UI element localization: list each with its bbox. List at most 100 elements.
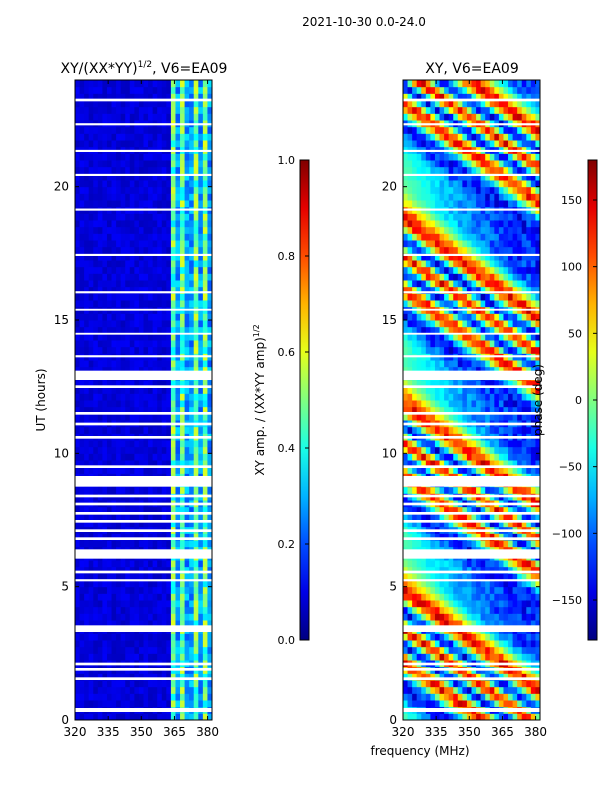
heatmap-cell <box>125 347 130 354</box>
heatmap-cell <box>440 540 445 547</box>
heatmap-cell <box>462 87 467 94</box>
heatmap-cell <box>485 220 490 227</box>
heatmap-cell <box>485 593 490 600</box>
heatmap-cell <box>162 560 167 567</box>
heatmap-cell <box>417 167 422 174</box>
heatmap-cell <box>180 293 185 300</box>
heatmap-cell <box>125 180 130 187</box>
heatmap-cell <box>421 400 426 407</box>
heatmap-cell <box>112 393 117 400</box>
heatmap-cell <box>112 273 117 280</box>
heatmap-cell <box>417 127 422 134</box>
heatmap-cell <box>180 713 185 720</box>
heatmap-cell <box>472 607 477 614</box>
y-tick-label: 0 <box>61 713 69 727</box>
heatmap-cell <box>449 400 454 407</box>
heatmap-cell <box>458 140 463 147</box>
heatmap-cell <box>116 113 121 120</box>
heatmap-cell <box>449 347 454 354</box>
heatmap-cell <box>194 113 199 120</box>
heatmap-cell <box>157 87 162 94</box>
heatmap-cell <box>80 113 85 120</box>
heatmap-cell <box>472 127 477 134</box>
heatmap-cell <box>157 560 162 567</box>
heatmap-cell <box>162 313 167 320</box>
heatmap-cell <box>476 213 481 220</box>
heatmap-cell <box>417 540 422 547</box>
heatmap-cell <box>458 360 463 367</box>
amp-title-suffix: , V6=EA09 <box>152 61 227 77</box>
heatmap-cell <box>75 560 80 567</box>
heatmap-cell <box>175 127 180 134</box>
heatmap-cell <box>458 267 463 274</box>
heatmap-cell <box>185 653 190 660</box>
heatmap-cell <box>180 300 185 307</box>
heatmap-cell <box>175 633 180 640</box>
heatmap-cell <box>430 213 435 220</box>
heatmap-cell <box>194 713 199 720</box>
heatmap-cell <box>171 240 176 247</box>
heatmap-cell <box>116 313 121 320</box>
heatmap-cell <box>467 587 472 594</box>
heatmap-cell <box>180 233 185 240</box>
heatmap-cell <box>430 393 435 400</box>
heatmap-cell <box>157 187 162 194</box>
heatmap-cell <box>490 160 495 167</box>
heatmap-cell <box>162 247 167 254</box>
heatmap-cell <box>166 453 171 460</box>
heatmap-cell <box>171 153 176 160</box>
heatmap-cell <box>421 247 426 254</box>
heatmap-cell <box>417 487 422 494</box>
heatmap-cell <box>130 167 135 174</box>
heatmap-cell <box>408 140 413 147</box>
heatmap-cell <box>458 247 463 254</box>
heatmap-cell <box>157 193 162 200</box>
heatmap-cell <box>408 80 413 87</box>
heatmap-cell <box>403 347 408 354</box>
heatmap-cell <box>89 187 94 194</box>
heatmap-cell <box>180 153 185 160</box>
heatmap-cell <box>134 260 139 267</box>
heatmap-cell <box>412 540 417 547</box>
heatmap-cell <box>116 680 121 687</box>
heatmap-cell <box>134 327 139 334</box>
heatmap-cell <box>412 180 417 187</box>
heatmap-cell <box>189 693 194 700</box>
heatmap-cell <box>458 693 463 700</box>
heatmap-cell <box>440 393 445 400</box>
heatmap-cell <box>494 247 499 254</box>
heatmap-cell <box>116 540 121 547</box>
heatmap-cell <box>134 280 139 287</box>
heatmap-cell <box>408 607 413 614</box>
heatmap-cell <box>430 560 435 567</box>
heatmap-cell <box>148 440 153 447</box>
heatmap-cell <box>403 560 408 567</box>
heatmap-cell <box>412 613 417 620</box>
heatmap-cell <box>112 80 117 87</box>
heatmap-cell <box>490 587 495 594</box>
heatmap-cell <box>144 153 149 160</box>
heatmap-cell <box>125 400 130 407</box>
heatmap-cell <box>107 647 112 654</box>
heatmap-cell <box>112 427 117 434</box>
heatmap-cell <box>203 487 208 494</box>
heatmap-cell <box>130 693 135 700</box>
heatmap-cell <box>189 560 194 567</box>
heatmap-cell <box>93 260 98 267</box>
heatmap-cell <box>116 693 121 700</box>
heatmap-cell <box>75 607 80 614</box>
heatmap-cell <box>476 400 481 407</box>
heatmap-cell <box>203 247 208 254</box>
heatmap-cell <box>93 693 98 700</box>
heatmap-cell <box>453 447 458 454</box>
heatmap-cell <box>80 640 85 647</box>
heatmap-cell <box>485 640 490 647</box>
heatmap-cell <box>467 633 472 640</box>
heatmap-cell <box>180 193 185 200</box>
heatmap-cell <box>453 633 458 640</box>
heatmap-cell <box>403 427 408 434</box>
heatmap-cell <box>148 107 153 114</box>
heatmap-cell <box>148 687 153 694</box>
heatmap-cell <box>112 640 117 647</box>
heatmap-cell <box>481 320 486 327</box>
